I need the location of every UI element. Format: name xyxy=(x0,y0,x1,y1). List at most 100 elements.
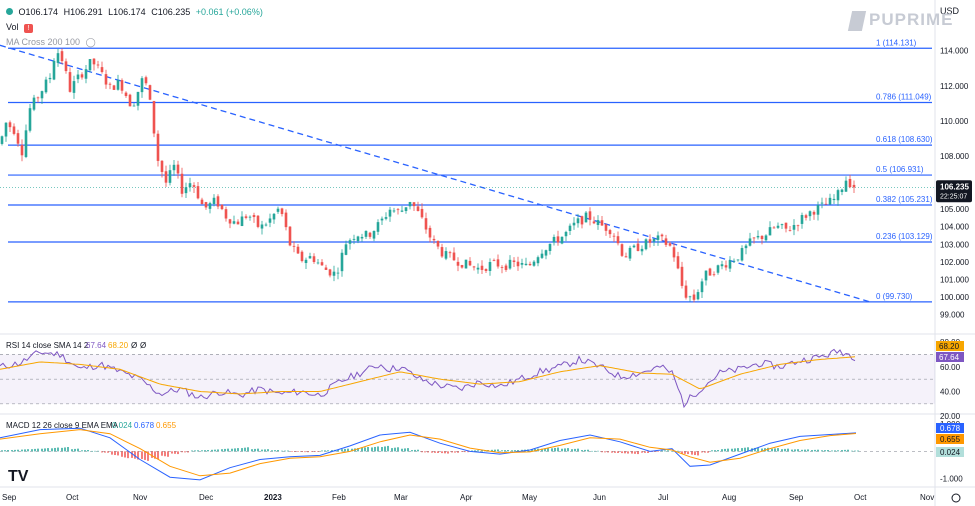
candle xyxy=(728,256,732,272)
candle-body xyxy=(524,263,528,266)
macd-histogram-bar xyxy=(97,450,99,452)
macd-line xyxy=(0,427,857,481)
macd-histogram-bar xyxy=(727,448,729,452)
candle xyxy=(672,243,676,262)
candle-body xyxy=(216,196,220,207)
time-tick-label: Dec xyxy=(199,493,213,502)
macd-histogram-bar xyxy=(854,450,856,452)
macd-histogram-bar xyxy=(347,448,349,452)
macd-histogram-bar xyxy=(787,448,789,452)
price-tick-label: 104.000 xyxy=(940,223,969,232)
price-tick-label: 112.000 xyxy=(940,82,969,91)
candle xyxy=(4,122,8,142)
candle-body xyxy=(252,215,256,218)
price-tick-label: 101.000 xyxy=(940,275,969,284)
macd-histogram-bar xyxy=(807,449,809,452)
macd-histogram-bar xyxy=(464,451,466,453)
macd-histogram-bar xyxy=(811,450,813,452)
candle xyxy=(264,222,268,227)
vol-indicator[interactable]: Vol ! xyxy=(6,22,36,33)
macd-histogram-bar xyxy=(471,450,473,452)
ma-indicator[interactable]: MA Cross 200 100 ◯ xyxy=(6,37,99,48)
time-tick-label: Nov xyxy=(133,493,147,502)
candle-body xyxy=(776,225,780,228)
macd-histogram-bar xyxy=(321,450,323,452)
candle xyxy=(524,257,528,266)
candle-body xyxy=(800,215,804,224)
candle-body xyxy=(328,269,332,276)
candle-body xyxy=(364,230,368,237)
candle-body xyxy=(820,202,824,204)
candle xyxy=(28,104,32,133)
candle-body xyxy=(368,232,372,237)
macd-histogram-bar xyxy=(771,448,773,452)
macd-histogram-bar xyxy=(147,451,149,461)
brand-logo-text: PUPRIME xyxy=(869,10,954,29)
candle-body xyxy=(264,224,268,226)
price-tick-label: 114.000 xyxy=(940,47,969,56)
candle-body xyxy=(756,235,760,238)
macd-histogram-bar xyxy=(167,451,169,457)
macd-histogram-bar xyxy=(191,450,193,452)
macd-histogram-bar xyxy=(681,451,683,454)
macd-histogram-bar xyxy=(137,451,139,460)
candle xyxy=(824,197,828,205)
candle xyxy=(644,238,648,251)
macd-histogram-bar xyxy=(331,450,333,452)
candle-body xyxy=(8,122,12,128)
rsi-sma-line xyxy=(0,356,856,395)
candle xyxy=(660,233,664,241)
fib-level-label: 0.786 (111.049) xyxy=(876,93,932,102)
candle-body xyxy=(556,236,560,243)
candle-body xyxy=(676,256,680,269)
macd-histogram-bar xyxy=(251,449,253,452)
time-tick-label: Mar xyxy=(394,493,408,502)
candle xyxy=(732,258,736,264)
candle-body xyxy=(188,183,192,188)
signal-tag xyxy=(936,434,964,444)
candle xyxy=(396,208,400,215)
macd-histogram-bar xyxy=(124,451,126,458)
candle xyxy=(724,260,728,271)
candle xyxy=(448,250,452,258)
macd-histogram-bar xyxy=(294,451,296,452)
candle xyxy=(580,215,584,229)
candle xyxy=(328,268,332,278)
candle-body xyxy=(844,180,848,192)
candle-body xyxy=(488,262,492,271)
macd-histogram-bar xyxy=(561,448,563,452)
currency-label[interactable]: USD xyxy=(940,6,960,16)
candle xyxy=(88,59,92,73)
candle-body xyxy=(584,212,588,223)
candle-body xyxy=(444,251,448,259)
macd-histogram-bar xyxy=(291,451,293,452)
tradingview-logo[interactable]: TV xyxy=(8,468,29,485)
candle-body xyxy=(628,247,632,259)
candle xyxy=(24,124,28,159)
macd-histogram-bar xyxy=(821,450,823,452)
gear-icon[interactable] xyxy=(951,493,961,503)
macd-histogram-bar xyxy=(184,451,186,453)
macd-title: MACD 12 26 close 9 EMA EMA xyxy=(6,421,119,430)
hidden-eye-icon[interactable]: ◯ xyxy=(85,37,96,47)
macd-histogram-bar xyxy=(24,449,26,452)
macd-histogram-bar xyxy=(174,451,176,454)
candle-body xyxy=(708,268,712,276)
candle-body xyxy=(576,218,580,224)
candle-body xyxy=(460,265,464,268)
last-price-label: 106.235 xyxy=(940,182,969,191)
macd-histogram-bar xyxy=(201,450,203,452)
macd-histogram-bar xyxy=(91,450,93,452)
candle-body xyxy=(512,260,516,262)
macd-histogram-bar xyxy=(394,447,396,452)
macd-histogram-bar xyxy=(837,450,839,452)
candle xyxy=(44,76,48,94)
candle-body xyxy=(560,236,564,244)
candle-body xyxy=(160,160,164,172)
candle xyxy=(48,73,52,84)
candle xyxy=(172,159,176,176)
candle xyxy=(468,257,472,267)
candle xyxy=(112,84,116,91)
macd-histogram-bar xyxy=(257,448,259,452)
